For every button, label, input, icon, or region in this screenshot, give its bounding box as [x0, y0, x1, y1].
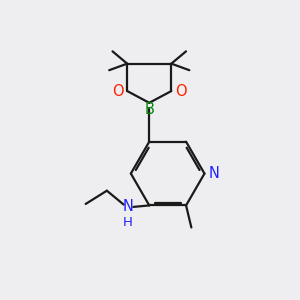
Text: B: B: [144, 102, 154, 117]
Text: O: O: [112, 83, 124, 98]
Text: O: O: [175, 83, 187, 98]
Text: H: H: [122, 216, 132, 229]
Text: N: N: [123, 200, 134, 214]
Text: N: N: [208, 166, 219, 181]
